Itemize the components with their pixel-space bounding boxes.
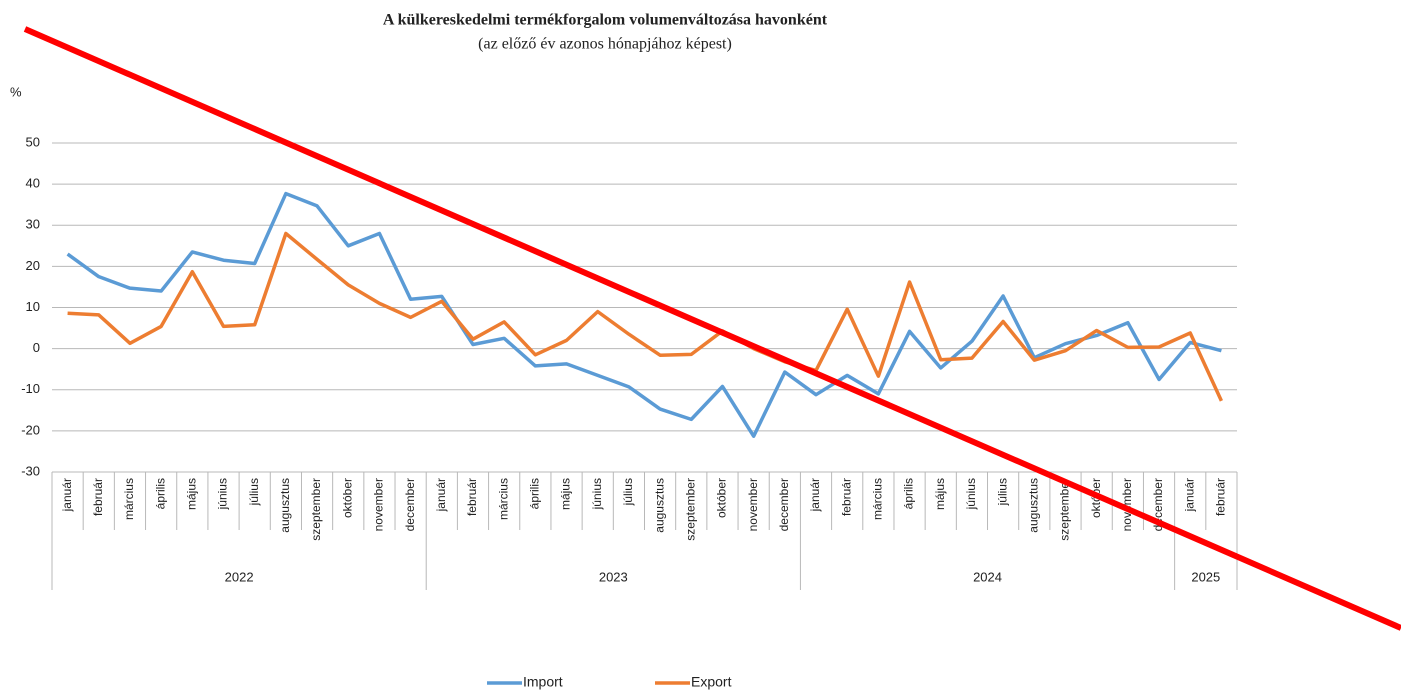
x-tick-label: augusztus — [1026, 478, 1040, 533]
legend-label: Export — [691, 674, 732, 690]
x-tick-label: szeptember — [309, 478, 323, 541]
x-tick-label: november — [1120, 478, 1134, 531]
x-tick-label: február — [1214, 478, 1228, 516]
y-tick-label: -30 — [21, 463, 40, 478]
series-line — [66, 191, 1222, 438]
y-tick-label: 30 — [26, 217, 40, 232]
x-tick-label: január — [808, 478, 822, 512]
x-group-label: 2023 — [599, 569, 628, 584]
x-tick-label: szeptember — [683, 478, 697, 541]
x-tick-label: június — [964, 478, 978, 510]
x-group-label: 2022 — [225, 569, 254, 584]
x-group-label: 2025 — [1191, 569, 1220, 584]
x-tick-label: március — [871, 478, 885, 520]
x-tick-label: május — [185, 478, 199, 510]
y-tick-label: 40 — [26, 176, 40, 191]
x-tick-label: június — [590, 478, 604, 510]
x-tick-label: május — [559, 478, 573, 510]
y-tick-label: -10 — [21, 381, 40, 396]
y-tick-label: 50 — [26, 134, 40, 149]
x-tick-label: január — [60, 478, 74, 512]
x-tick-label: október — [715, 478, 729, 518]
series-line — [67, 231, 1224, 402]
x-tick-label: január — [1182, 478, 1196, 512]
x-tick-label: február — [465, 478, 479, 516]
x-tick-label: augusztus — [278, 478, 292, 533]
x-tick-label: július — [995, 478, 1009, 506]
y-tick-label: -20 — [21, 422, 40, 437]
y-axis-label: % — [10, 84, 22, 99]
x-tick-label: október — [340, 478, 354, 518]
x-tick-label: június — [216, 478, 230, 510]
x-tick-label: december — [403, 478, 417, 531]
x-tick-label: április — [153, 478, 167, 509]
x-tick-label: december — [777, 478, 791, 531]
y-tick-label: 10 — [26, 299, 40, 314]
y-tick-label: 0 — [33, 340, 40, 355]
x-group-label: 2024 — [973, 569, 1002, 584]
x-tick-label: március — [496, 478, 510, 520]
x-tick-label: július — [621, 478, 635, 506]
x-tick-label: április — [528, 478, 542, 509]
x-tick-label: november — [372, 478, 386, 531]
x-tick-label: augusztus — [652, 478, 666, 533]
legend-label: Import — [523, 674, 563, 690]
plot-area: -30 -20 -10 0 10 20 30 40 50 január február március… — [21, 134, 1238, 690]
x-tick-label: szeptember — [1058, 478, 1072, 541]
x-tick-label: január — [434, 478, 448, 512]
x-tick-label: március — [122, 478, 136, 520]
x-tick-label: november — [746, 478, 760, 531]
x-tick-label: május — [933, 478, 947, 510]
y-tick-label: 20 — [26, 258, 40, 273]
chart-subtitle: (az előző év azonos hónapjához képest) — [478, 36, 732, 53]
x-tick-label: április — [902, 478, 916, 509]
x-tick-label: július — [247, 478, 261, 506]
x-tick-label: február — [839, 478, 853, 516]
annotation-line — [23, 26, 1401, 631]
x-tick-label: február — [91, 478, 105, 516]
chart-title: A külkereskedelmi termékforgalom volumen… — [383, 12, 828, 29]
